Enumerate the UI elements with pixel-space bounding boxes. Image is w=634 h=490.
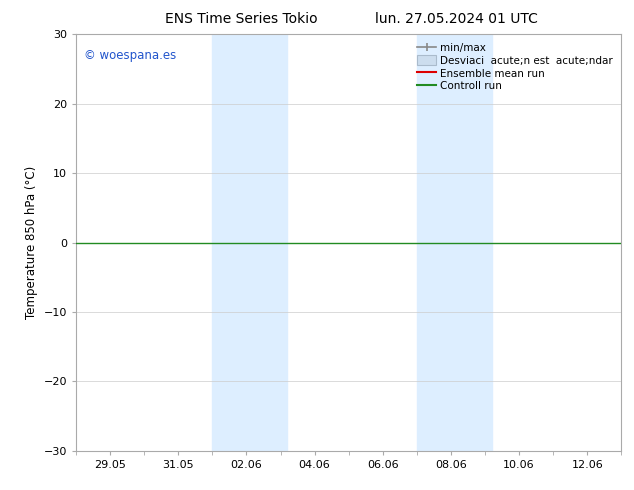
Text: © woespana.es: © woespana.es <box>84 49 176 62</box>
Text: ENS Time Series Tokio: ENS Time Series Tokio <box>165 12 317 26</box>
Y-axis label: Temperature 850 hPa (°C): Temperature 850 hPa (°C) <box>25 166 38 319</box>
Legend: min/max, Desviaci  acute;n est  acute;ndar, Ensemble mean run, Controll run: min/max, Desviaci acute;n est acute;ndar… <box>414 40 616 95</box>
Bar <box>212 34 287 451</box>
Text: lun. 27.05.2024 01 UTC: lun. 27.05.2024 01 UTC <box>375 12 538 26</box>
Bar <box>417 34 492 451</box>
